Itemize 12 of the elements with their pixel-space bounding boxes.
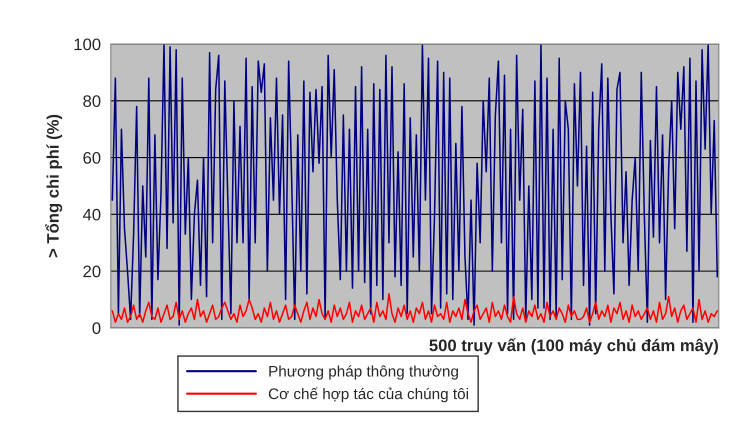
legend-label: Cơ chế hợp tác của chúng tôi — [268, 387, 468, 402]
x-axis-title: 500 truy vấn (100 máy chủ đám mây) — [429, 338, 718, 355]
legend-label: Phương pháp thông thường — [269, 365, 458, 380]
y-tick-label: 0 — [92, 322, 100, 334]
y-axis-title: > Tổng chi phí (%) — [45, 114, 62, 258]
y-tick-label: 40 — [82, 208, 100, 221]
line-series — [112, 293, 718, 323]
y-tick-label: 80 — [83, 95, 100, 108]
y-tick-label: 60 — [83, 152, 100, 164]
y-tick-label: 20 — [83, 266, 100, 278]
y-tick-label: 100 — [74, 38, 100, 50]
line-series — [112, 44, 718, 326]
